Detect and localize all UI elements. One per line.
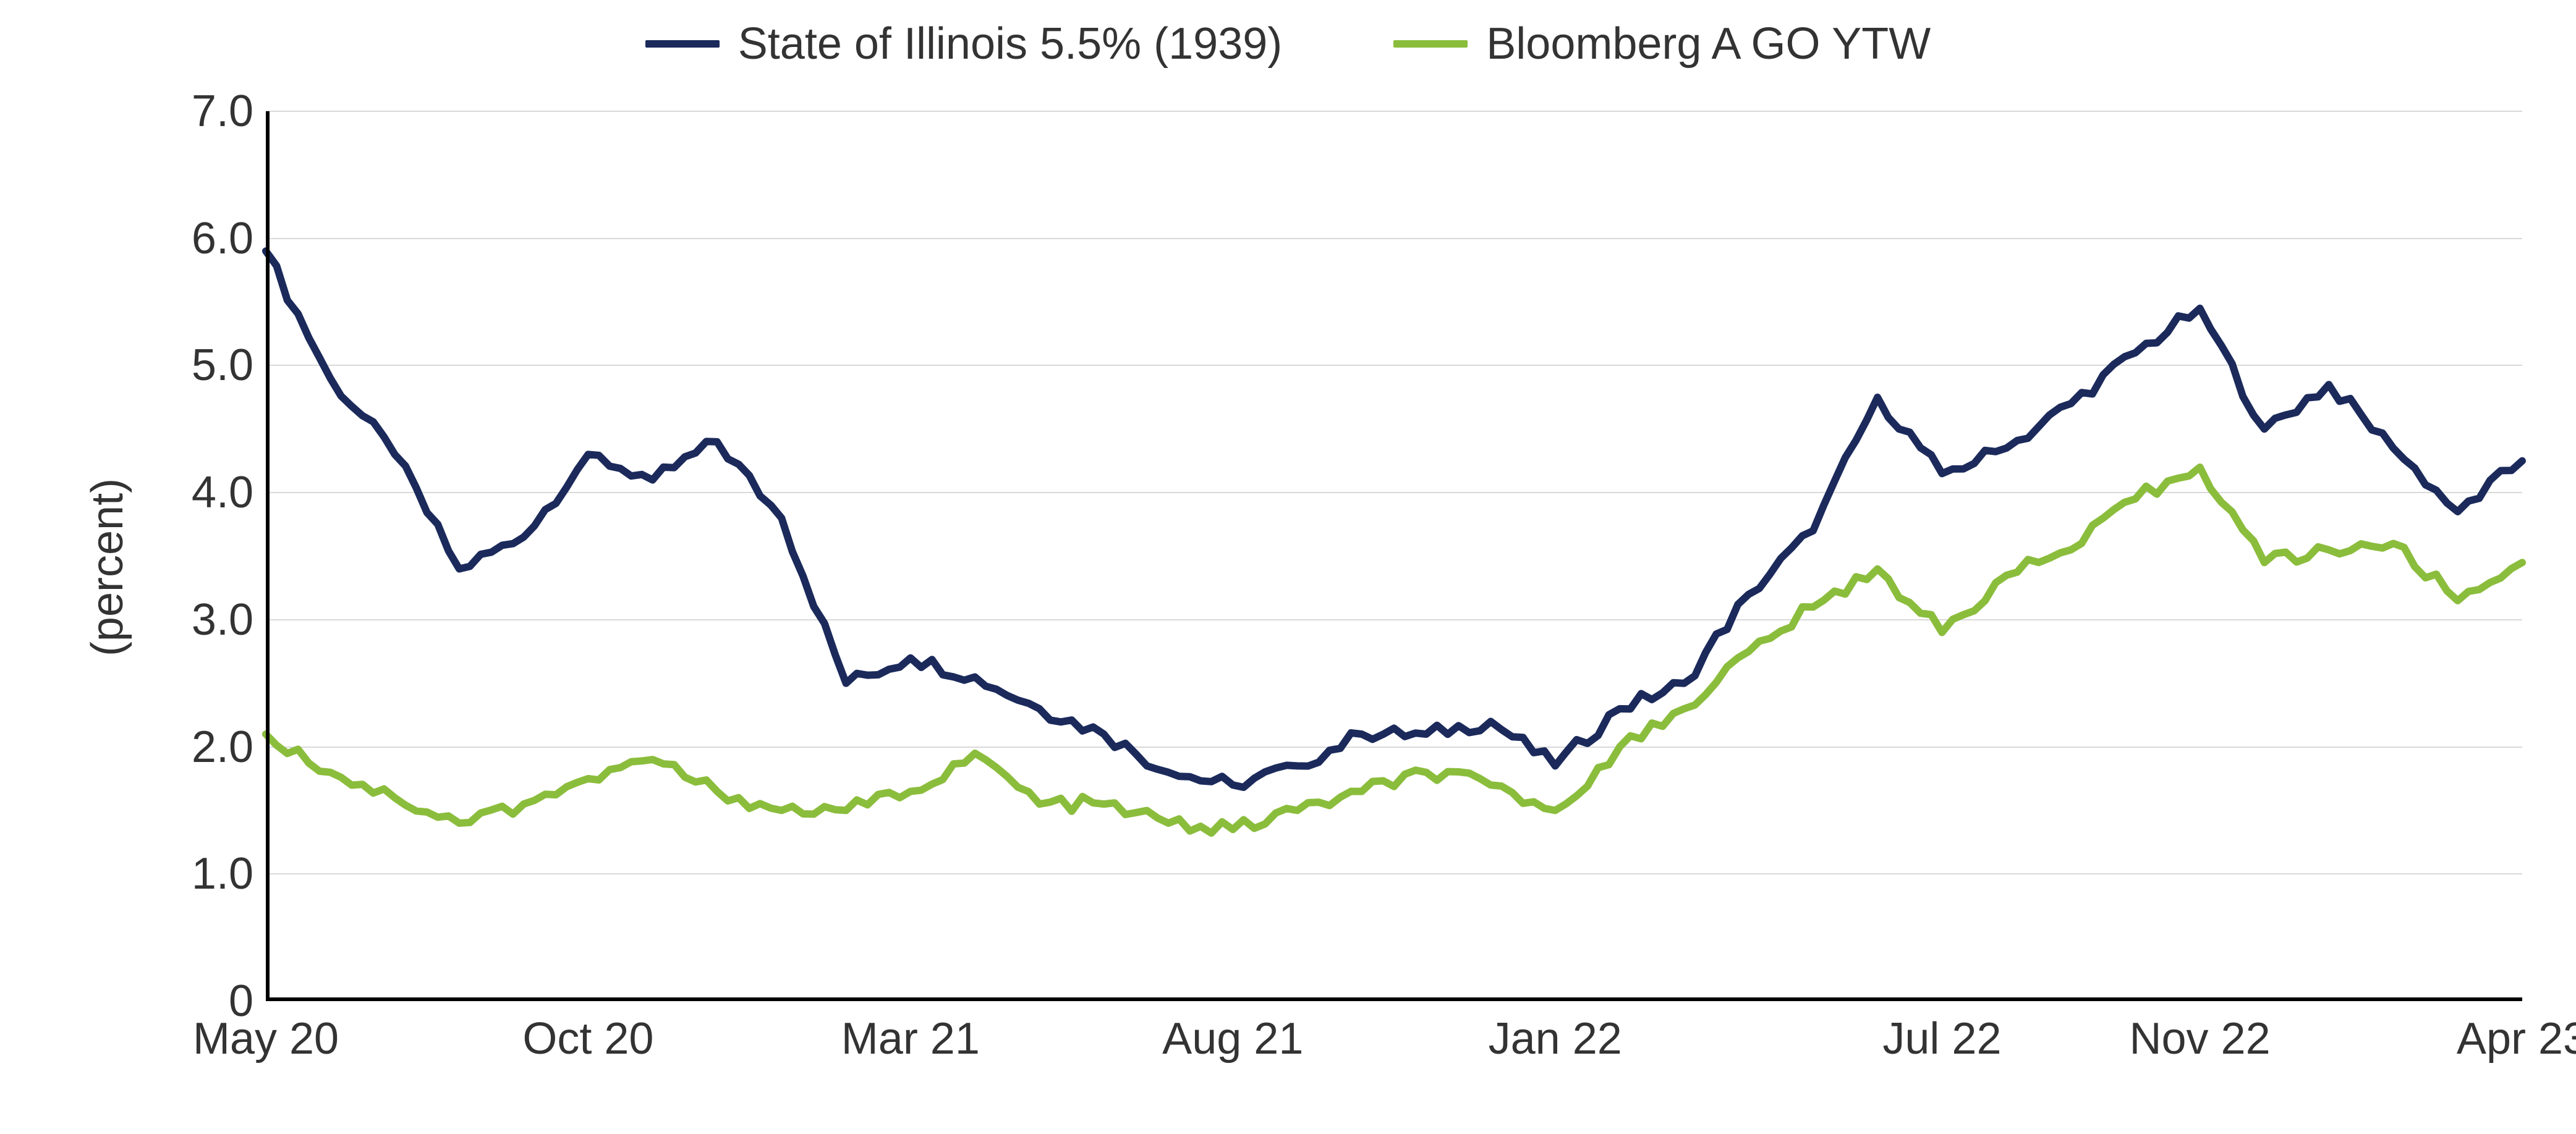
x-tick-label: Jul 22 [1882, 1013, 2001, 1064]
legend-item-bloomberg: Bloomberg A GO YTW [1393, 19, 1931, 69]
y-tick-label: 1.0 [167, 848, 253, 899]
legend-item-illinois: State of Illinois 5.5% (1939) [645, 19, 1283, 69]
y-tick-label: 3.0 [167, 595, 253, 645]
legend-swatch-illinois [645, 40, 720, 48]
y-tick-label: 5.0 [167, 340, 253, 391]
y-axis-line [266, 111, 270, 1001]
y-axis-label: (percent) [82, 478, 133, 656]
line-illinois [266, 251, 2522, 787]
legend: State of Illinois 5.5% (1939) Bloomberg … [0, 19, 2576, 69]
y-tick-label: 7.0 [167, 86, 253, 137]
plot-area: 01.02.03.04.05.06.07.0 May 20Oct 20Mar 2… [266, 111, 2522, 1001]
x-tick-label: Jan 22 [1489, 1013, 1622, 1064]
line-series-svg [266, 111, 2522, 1001]
x-tick-label: May 20 [193, 1013, 339, 1064]
legend-label-bloomberg: Bloomberg A GO YTW [1486, 19, 1931, 69]
x-tick-label: Aug 21 [1162, 1013, 1303, 1064]
y-tick-label: 4.0 [167, 467, 253, 518]
y-tick-label: 2.0 [167, 722, 253, 772]
y-tick-label: 6.0 [167, 213, 253, 264]
x-tick-label: Nov 22 [2129, 1013, 2270, 1064]
yield-chart: State of Illinois 5.5% (1939) Bloomberg … [0, 0, 2576, 1134]
x-tick-label: Apr 23 [2457, 1013, 2576, 1064]
x-tick-label: Mar 21 [841, 1013, 980, 1064]
line-bloomberg [266, 467, 2522, 833]
x-tick-label: Oct 20 [522, 1013, 653, 1064]
x-axis-line [266, 997, 2522, 1001]
legend-label-illinois: State of Illinois 5.5% (1939) [738, 19, 1283, 69]
legend-swatch-bloomberg [1393, 40, 1468, 48]
